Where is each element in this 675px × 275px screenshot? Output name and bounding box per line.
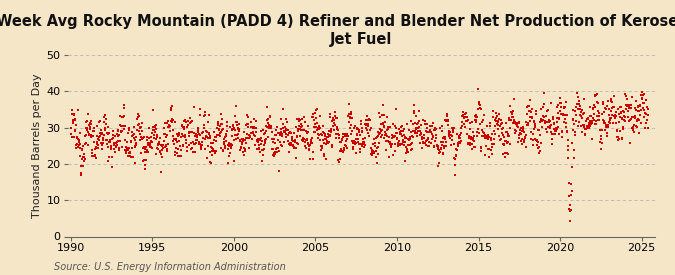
Text: Source: U.S. Energy Information Administration: Source: U.S. Energy Information Administ…: [54, 262, 286, 272]
Y-axis label: Thousand Barrels per Day: Thousand Barrels per Day: [32, 73, 43, 218]
Title: 4 Week Avg Rocky Mountain (PADD 4) Refiner and Blender Net Production of Kerosen: 4 Week Avg Rocky Mountain (PADD 4) Refin…: [0, 14, 675, 47]
